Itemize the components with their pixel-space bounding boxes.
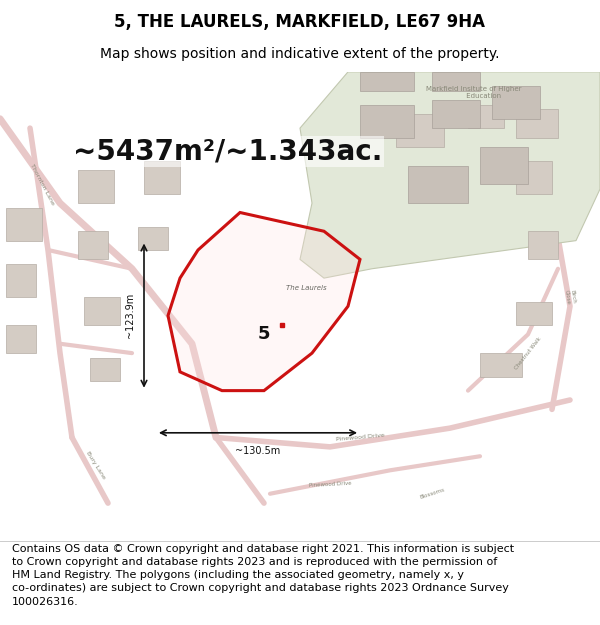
Bar: [6, 208, 42, 241]
Bar: [360, 72, 414, 91]
Bar: [480, 353, 522, 376]
Bar: [516, 109, 558, 138]
Bar: [516, 161, 552, 194]
Bar: [432, 100, 480, 128]
Bar: [90, 357, 120, 381]
Text: 5, THE LAURELS, MARKFIELD, LE67 9HA: 5, THE LAURELS, MARKFIELD, LE67 9HA: [115, 13, 485, 31]
Bar: [396, 114, 444, 147]
Text: Blossoms: Blossoms: [419, 488, 445, 500]
Bar: [144, 161, 180, 194]
Text: ~130.5m: ~130.5m: [235, 446, 281, 456]
Text: Birch
Close: Birch Close: [563, 289, 577, 305]
Bar: [408, 166, 468, 203]
Bar: [528, 231, 558, 259]
Bar: [6, 325, 36, 353]
Text: Contains OS data © Crown copyright and database right 2021. This information is : Contains OS data © Crown copyright and d…: [12, 544, 514, 606]
Bar: [516, 301, 552, 325]
Text: ~123.9m: ~123.9m: [125, 293, 135, 338]
Bar: [492, 86, 540, 119]
Text: Chestnut Walk: Chestnut Walk: [514, 336, 542, 371]
Polygon shape: [300, 72, 600, 278]
Bar: [6, 264, 36, 297]
Text: Pinewood Drive: Pinewood Drive: [308, 481, 352, 488]
Bar: [84, 297, 120, 325]
Text: Thornton Lane: Thornton Lane: [29, 163, 55, 206]
Text: Map shows position and indicative extent of the property.: Map shows position and indicative extent…: [100, 47, 500, 61]
Polygon shape: [168, 213, 360, 391]
Text: The Laurels: The Laurels: [286, 284, 326, 291]
Text: ~5437m²/~1.343ac.: ~5437m²/~1.343ac.: [73, 138, 383, 166]
Bar: [468, 104, 504, 128]
Bar: [138, 226, 168, 250]
Bar: [480, 147, 528, 184]
Text: Markfield Insitute of Higher
         Education: Markfield Insitute of Higher Education: [426, 86, 522, 99]
Text: Pinewood Drive: Pinewood Drive: [335, 433, 385, 442]
Bar: [360, 104, 414, 138]
Text: Bury Lane: Bury Lane: [85, 451, 107, 481]
Bar: [432, 72, 480, 91]
Bar: [78, 231, 108, 259]
Bar: [78, 170, 114, 203]
Text: 5: 5: [258, 326, 270, 343]
